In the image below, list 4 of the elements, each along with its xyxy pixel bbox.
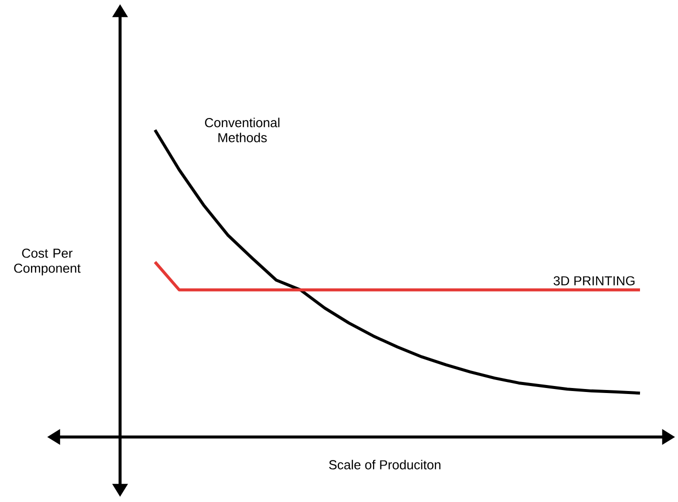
x-axis-title: Scale of Produciton	[329, 460, 440, 470]
y-axis-title: Cost Per Component	[14, 248, 81, 276]
series-label: 3D PRINTING	[554, 276, 634, 286]
text: Conventional Methods	[205, 118, 280, 142]
